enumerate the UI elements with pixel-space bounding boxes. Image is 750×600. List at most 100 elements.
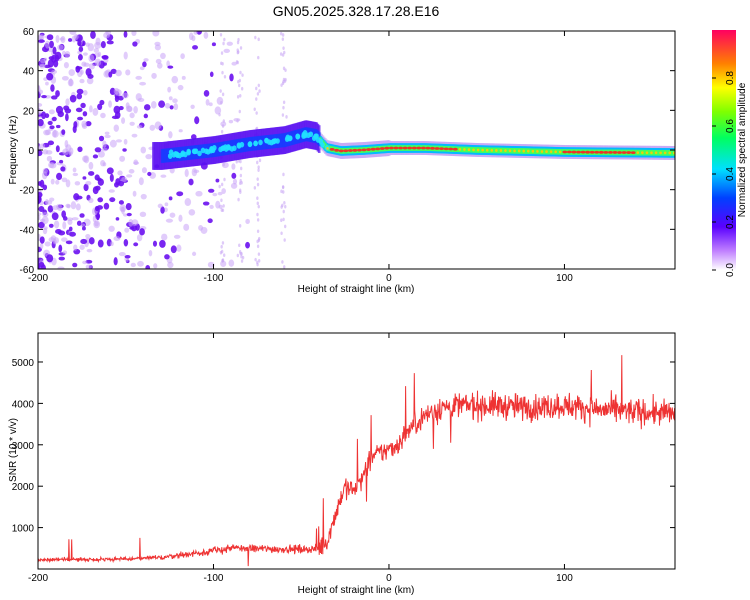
spectrogram-noise-blob — [121, 92, 129, 99]
spectrogram-noise-blob — [257, 83, 261, 88]
spectrogram-noise-blob — [282, 100, 286, 105]
snr-y-tick-label: 3000 — [12, 441, 35, 452]
spectrogram-noise-blob — [223, 37, 226, 42]
spectrogram-ridge-peak — [558, 150, 562, 154]
spectrogram-ridge-peak — [467, 148, 471, 152]
spectrogram-noise-blob — [241, 73, 244, 77]
spectrogram-noise-blob — [203, 90, 210, 97]
spectrogram-ridge-peak — [585, 150, 591, 154]
spectrogram-ridge-peak — [576, 150, 581, 154]
spectrogram-noise-blob — [113, 257, 118, 266]
spectrogram-noise-blob — [125, 202, 132, 211]
spectrogram-noise-blob — [97, 103, 103, 111]
spectrogram-noise-blob — [48, 109, 55, 115]
spectrogram-noise-blob — [65, 179, 71, 188]
spectrogram-noise-blob — [49, 40, 54, 49]
spectrogram-noise-blob — [281, 113, 285, 117]
spectrogram-noise-blob — [207, 218, 213, 224]
spectrogram-noise-blob — [164, 254, 170, 260]
spectrogram-noise-blob — [164, 202, 169, 207]
spectrogram-noise-blob — [281, 33, 285, 37]
spectrogram-noise-blob — [220, 182, 224, 187]
spectrogram-noise-blob — [256, 218, 260, 222]
spectrogram-noise-blob — [62, 250, 68, 255]
spectrogram-noise-blob — [149, 124, 156, 131]
spectrogram-noise-blob — [38, 84, 41, 92]
spectrogram-ridge-peak — [654, 151, 658, 155]
spectrogram-noise-blob — [169, 212, 176, 218]
spectrogram-noise-blob — [222, 41, 225, 46]
spectrogram-noise-blob — [280, 83, 283, 87]
spectrogram-noise-blob — [61, 237, 68, 242]
colorbar-tick-label: 0.0 — [725, 263, 736, 277]
spectrogram-noise-blob — [99, 99, 105, 106]
spectrogram-noise-blob — [44, 241, 51, 247]
spectrogram-noise-blob — [181, 75, 186, 80]
spectrogram-ridge-peak — [326, 146, 329, 150]
spectrogram-noise-blob — [256, 212, 259, 217]
spectrogram-noise-blob — [256, 244, 260, 249]
spectrogram-noise-blob — [67, 219, 73, 225]
spectrogram-noise-blob — [231, 61, 237, 66]
spectrogram-noise-blob — [113, 105, 121, 114]
spectrogram-noise-blob — [177, 84, 184, 91]
spectrogram-noise-blob — [208, 102, 213, 107]
spectrogram-noise-blob — [122, 213, 128, 217]
spectrogram-noise-blob — [80, 102, 86, 109]
spectrogram-noise-blob — [222, 162, 225, 167]
spectrogram-noise-blob — [219, 32, 223, 37]
spectrogram-noise-blob — [257, 252, 261, 256]
spectrogram-noise-blob — [39, 243, 44, 250]
spectrogram-noise-blob — [48, 223, 54, 228]
spectrogram-noise-blob — [130, 262, 136, 268]
spectrogram-noise-blob — [98, 135, 105, 142]
spectrogram-ridge-peak — [495, 149, 498, 152]
spectrogram-noise-blob — [68, 69, 75, 77]
spectrogram-noise-blob — [282, 209, 285, 214]
spectrogram-noise-blob — [167, 65, 174, 69]
spectrogram-noise-blob — [41, 111, 47, 120]
spectrogram-noise-blob — [83, 90, 88, 96]
spectrogram-noise-blob — [108, 189, 115, 193]
spectrogram-noise-blob — [223, 74, 227, 79]
spectrogram-noise-blob — [58, 256, 65, 261]
spectrogram-ridge-blob — [275, 138, 280, 144]
spectrogram-ridge-blob — [284, 136, 290, 142]
spectrogram-noise-blob — [245, 218, 250, 225]
spectrogram-noise-blob — [126, 212, 132, 217]
spectrogram-noise-blob — [280, 231, 283, 236]
spectrogram-noise-blob — [110, 241, 114, 247]
spectrogram-noise-blob — [217, 191, 223, 196]
spectrogram-x-tick-label: -200 — [28, 273, 48, 284]
spectrogram-noise-blob — [38, 118, 44, 127]
spectrogram-noise-blob — [236, 60, 239, 65]
spectrogram-ridge-peak — [393, 146, 399, 150]
spectrogram-x-ticks: -200 -100 0 100 — [28, 31, 573, 284]
spectrogram-y-label: Frequency (Hz) — [8, 116, 19, 185]
snr-panel: -200 -100 0 100 1000 2000 3000 4000 5000 Height… — [8, 332, 676, 596]
snr-x-ticks: -200 -100 0 100 — [28, 333, 573, 584]
spectrogram-noise-blob — [157, 203, 163, 209]
spectrogram-ridge-peak — [626, 151, 632, 154]
spectrogram-noise-blob — [38, 102, 43, 107]
spectrogram-y-tick-label: -40 — [20, 225, 35, 236]
spectrogram-noise-blob — [132, 190, 137, 197]
spectrogram-x-tick-label: -100 — [203, 273, 223, 284]
spectrogram-noise-blob — [75, 203, 81, 211]
spectrogram-ridge-peak — [540, 150, 544, 153]
spectrogram-noise-blob — [240, 86, 244, 91]
spectrogram-noise-blob — [101, 147, 108, 152]
spectrogram-noise-blob — [220, 260, 227, 267]
spectrogram-noise-blob — [143, 113, 148, 119]
spectrogram-noise-blob — [62, 50, 66, 56]
colorbar-ticks: 0.0 0.2 0.4 0.6 0.8 — [712, 71, 736, 277]
spectrogram-noise-blob — [257, 168, 260, 172]
spectrogram-noise-blob — [56, 172, 63, 181]
spectrogram-noise-blob — [79, 69, 84, 75]
spectrogram-noise-blob — [253, 186, 257, 190]
spectrogram-noise-blob — [123, 31, 128, 38]
spectrogram-noise-blob — [133, 242, 139, 247]
spectrogram-ridge-peak — [612, 151, 618, 154]
spectrogram-noise-blob — [71, 217, 79, 221]
spectrogram-noise-blob — [42, 168, 48, 174]
